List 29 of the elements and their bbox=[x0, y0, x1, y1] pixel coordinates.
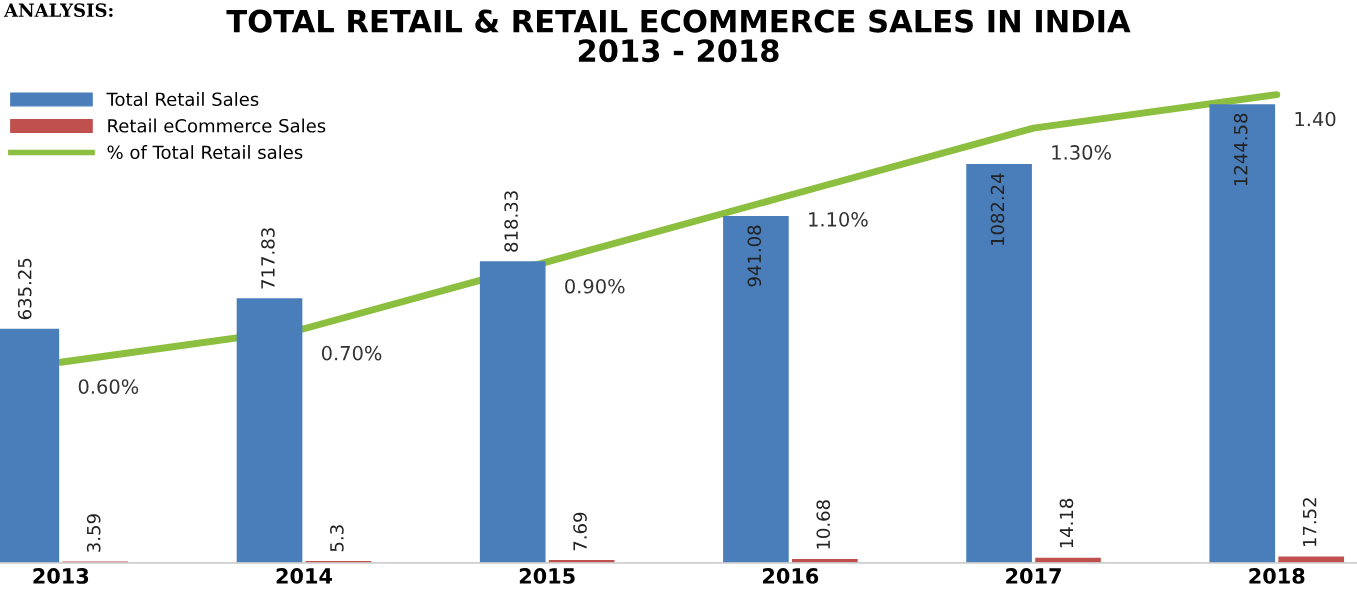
text: ANALYSIS: bbox=[3, 3, 113, 17]
data-label: 941.08 bbox=[747, 225, 762, 287]
x-tick-label: 2018 bbox=[1249, 568, 1305, 584]
data-label: 0.90% bbox=[565, 278, 625, 294]
data-label: 1.10% bbox=[809, 211, 868, 227]
data-label: 818.33 bbox=[504, 191, 518, 252]
x-tick-label: 2014 bbox=[276, 568, 333, 584]
data-label: 1.30% bbox=[1052, 145, 1111, 160]
data-label: 7.69 bbox=[573, 512, 587, 551]
data-label: 17.52 bbox=[1302, 498, 1317, 547]
chart-title: TOTAL RETAIL & RETAIL ECOMMERCE SALES IN INDIA 2013 - 2018 bbox=[226, 9, 1131, 63]
data-label: 1.40 bbox=[1295, 111, 1336, 127]
x-tick-label: 2016 bbox=[763, 568, 819, 584]
legend-label: % of Total Retail sales bbox=[107, 145, 303, 160]
data-label: 1244.58 bbox=[1233, 113, 1248, 186]
data-label: 5.3 bbox=[330, 525, 344, 552]
data-label: 635.25 bbox=[17, 258, 32, 320]
data-label: 3.59 bbox=[86, 514, 101, 552]
data-label: 1082.24 bbox=[990, 173, 1005, 246]
x-tick-label: 2013 bbox=[33, 568, 89, 584]
legend-label: Retail eCommerce Sales bbox=[108, 118, 326, 133]
x-tick-label: 2015 bbox=[519, 568, 575, 584]
legend-label: Total Retail Sales bbox=[106, 92, 259, 107]
x-tick-label: 2017 bbox=[1006, 568, 1061, 584]
data-label: 717.83 bbox=[261, 228, 275, 289]
data-label: 0.60% bbox=[78, 379, 139, 394]
data-label: 0.70% bbox=[321, 345, 382, 361]
data-label: 10.68 bbox=[816, 500, 831, 549]
data-label: 14.18 bbox=[1059, 498, 1074, 548]
